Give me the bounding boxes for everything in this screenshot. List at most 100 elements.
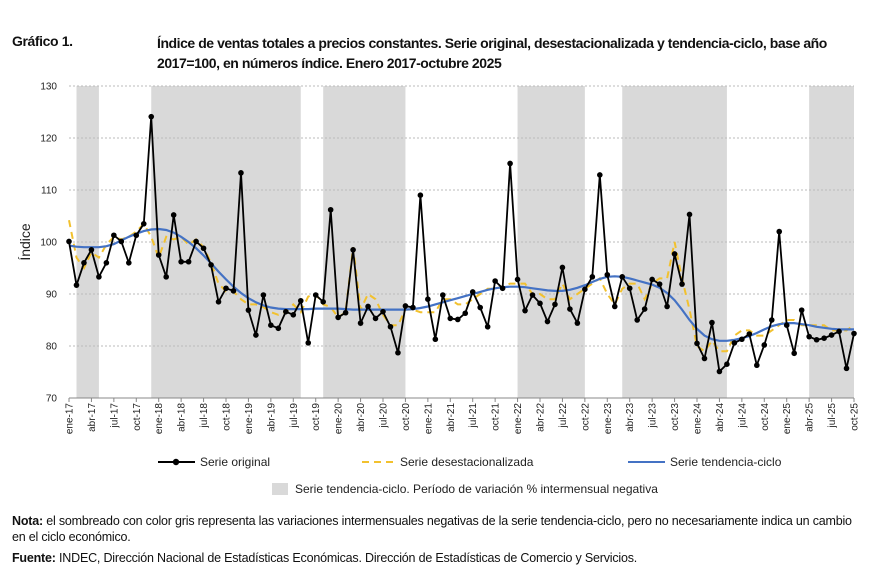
- series-original-point: [776, 228, 783, 235]
- series-original-point: [746, 331, 753, 337]
- series-original-point: [290, 312, 297, 318]
- x-tick-label: jul-25: [827, 403, 838, 429]
- series-original-point: [440, 292, 446, 298]
- series-original-point: [275, 325, 282, 332]
- series-original-point: [81, 260, 87, 266]
- series-original-point: [739, 336, 745, 343]
- x-tick-label: jul-22: [558, 403, 569, 429]
- series-original-point: [716, 368, 723, 375]
- x-tick-label: oct-24: [760, 403, 771, 431]
- series-desestacionalizada-line: [68, 220, 855, 353]
- series-original-point: [305, 340, 312, 346]
- series-original-point: [148, 113, 155, 120]
- x-tick-label: jul-19: [289, 403, 300, 429]
- y-tick-label: 70: [46, 394, 58, 405]
- shaded-period: [809, 86, 854, 398]
- series-original-point: [701, 355, 708, 362]
- series-original-point: [454, 316, 461, 323]
- x-tick-label: oct-19: [311, 403, 322, 431]
- series-original-point: [843, 365, 850, 372]
- series-original-point: [447, 315, 454, 322]
- y-tick-label: 80: [46, 342, 58, 353]
- x-tick-label: oct-25: [850, 403, 861, 431]
- series-original-point: [417, 192, 424, 198]
- x-tick-label: jul-17: [109, 403, 120, 429]
- series-original-point: [559, 264, 566, 271]
- series-original-point: [253, 332, 259, 338]
- series-original-point: [230, 288, 237, 294]
- x-tick-label: abr-25: [805, 403, 816, 432]
- x-tick-label: jul-21: [468, 403, 479, 429]
- series-original-point: [813, 336, 820, 343]
- x-tick-label: oct-17: [132, 403, 143, 431]
- x-tick-label: abr-24: [715, 403, 726, 432]
- note-label: Nota:: [12, 514, 43, 528]
- series-original-point: [185, 258, 192, 265]
- series-original-point: [425, 296, 431, 303]
- series-original-point: [477, 304, 483, 311]
- series-original-point: [66, 238, 72, 245]
- series-original-point: [178, 258, 184, 265]
- x-tick-label: ene-18: [154, 403, 165, 435]
- x-tick-label: jul-24: [737, 403, 748, 429]
- series-original-point: [671, 251, 678, 257]
- x-tick-label: oct-22: [580, 403, 591, 431]
- series-original-point: [96, 274, 102, 280]
- series-original-point: [88, 247, 95, 253]
- series-original-point: [118, 238, 125, 245]
- y-tick-label: 130: [40, 82, 57, 93]
- series-original-point: [574, 320, 581, 326]
- x-tick-label: abr-19: [266, 403, 277, 432]
- x-tick-label: ene-25: [782, 403, 793, 435]
- y-tick-label: 100: [40, 238, 57, 249]
- series-original-point: [350, 247, 356, 253]
- series-original-point: [312, 292, 319, 298]
- series-original-point: [537, 300, 543, 307]
- series-original-point: [761, 342, 768, 348]
- x-tick-label: ene-24: [693, 403, 704, 435]
- series-original-point: [111, 232, 117, 239]
- series-original-point: [268, 322, 274, 329]
- x-tick-label: abr-17: [87, 403, 98, 432]
- series-original-point: [731, 340, 738, 346]
- x-tick-label: ene-23: [603, 403, 614, 435]
- series-original-point: [395, 349, 401, 356]
- series-original-point: [851, 330, 857, 337]
- series-original-point: [133, 232, 140, 239]
- series-original-point: [754, 362, 760, 369]
- series-original-point: [634, 317, 640, 323]
- series-original-point: [611, 303, 618, 310]
- series-original-point: [821, 335, 827, 342]
- series-original-point: [604, 271, 611, 278]
- series-tendencia-ciclo-line: [68, 227, 854, 342]
- x-tick-label: ene-19: [244, 403, 255, 435]
- series-original-point: [499, 285, 506, 292]
- series-original-point: [552, 301, 558, 308]
- series-original-point: [529, 292, 536, 298]
- shaded-period: [76, 86, 99, 398]
- source-label: Fuente:: [12, 551, 56, 565]
- series-original-point: [679, 281, 685, 287]
- series-original-point: [297, 297, 304, 304]
- note: Nota: el sombreado con color gris repres…: [12, 513, 862, 545]
- legend: Serie original Serie desestacionalizada …: [158, 455, 782, 496]
- series-original-point: [380, 308, 386, 315]
- x-tick-label: oct-23: [670, 403, 681, 431]
- x-tick-label: jul-18: [199, 403, 210, 429]
- series-original-point: [806, 333, 812, 340]
- legend-original-label: Serie original: [200, 455, 270, 469]
- series-original-point: [155, 252, 162, 258]
- series-original-point: [507, 160, 513, 167]
- x-tick-label: ene-21: [423, 403, 434, 435]
- series-original-point: [724, 361, 730, 368]
- legend-desest-label: Serie desestacionalizada: [400, 455, 534, 469]
- series-original-point: [469, 289, 476, 295]
- series-original-point: [484, 323, 491, 330]
- series-original-point: [798, 307, 805, 313]
- series-original-point: [327, 206, 334, 213]
- source-text: INDEC, Dirección Nacional de Estadística…: [55, 551, 638, 565]
- shaded-period: [323, 86, 406, 398]
- series-original-point: [522, 307, 528, 314]
- series-original-point: [567, 306, 573, 312]
